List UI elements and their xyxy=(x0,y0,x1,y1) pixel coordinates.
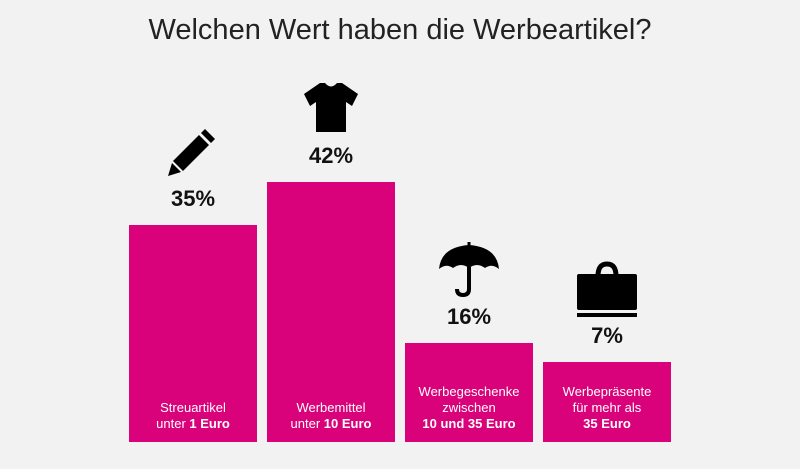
chart-title: Welchen Wert haben die Werbeartikel? xyxy=(148,14,652,46)
value-label: 35% xyxy=(170,186,216,211)
category-label-line: Streuartikel xyxy=(129,400,257,416)
label-part: unter xyxy=(290,415,324,431)
label-part: Werbemittel xyxy=(296,399,366,415)
category-label-line: zwischen xyxy=(405,400,533,416)
umbrella-icon xyxy=(405,241,533,301)
category-label-line: unter 1 Euro xyxy=(129,416,257,432)
tshirt-icon xyxy=(267,80,395,140)
category-label-line: für mehr als xyxy=(543,400,671,416)
label-part: unter xyxy=(156,416,190,431)
category-label: Werbegeschenke zwischen 10 und 35 Euro xyxy=(405,384,533,432)
category-label-line: 35 Euro xyxy=(543,416,671,432)
label-part: Streuartikel xyxy=(160,400,226,415)
bar: Werbepräsente für mehr als 35 Euro xyxy=(543,362,671,442)
value-label: 7% xyxy=(591,323,623,348)
bar: Streuartikel unter 1 Euro xyxy=(129,225,257,442)
label-part: 35 Euro xyxy=(583,416,631,431)
label-part: Werbepräsente xyxy=(562,384,652,399)
category-label: Streuartikel unter 1 Euro xyxy=(129,400,257,432)
label-part: für mehr als xyxy=(572,400,642,415)
label-part: 10 und 35 Euro xyxy=(422,415,516,431)
category-label: Werbepräsente für mehr als 35 Euro xyxy=(543,384,671,432)
bar: Werbegeschenke zwischen 10 und 35 Euro xyxy=(405,342,533,442)
label-part: zwischen xyxy=(442,399,496,415)
label-part: 1 Euro xyxy=(189,416,230,431)
bag-icon xyxy=(543,260,671,320)
value-label: 16% xyxy=(446,303,492,329)
category-label-line: Werbemittel xyxy=(267,400,395,416)
category-label-line: Werbegeschenke xyxy=(405,384,533,400)
bar: Werbemittel unter 10 Euro xyxy=(267,181,395,442)
category-label: Werbemittel unter 10 Euro xyxy=(267,400,395,432)
category-label-line: Werbepräsente xyxy=(543,384,671,400)
pencil-icon xyxy=(129,123,257,183)
label-part: 10 Euro xyxy=(323,415,372,431)
category-label-line: unter 10 Euro xyxy=(267,416,395,432)
category-label-line: 10 und 35 Euro xyxy=(405,416,533,432)
label-part: Werbegeschenke xyxy=(418,383,520,399)
value-label: 42% xyxy=(308,142,354,168)
